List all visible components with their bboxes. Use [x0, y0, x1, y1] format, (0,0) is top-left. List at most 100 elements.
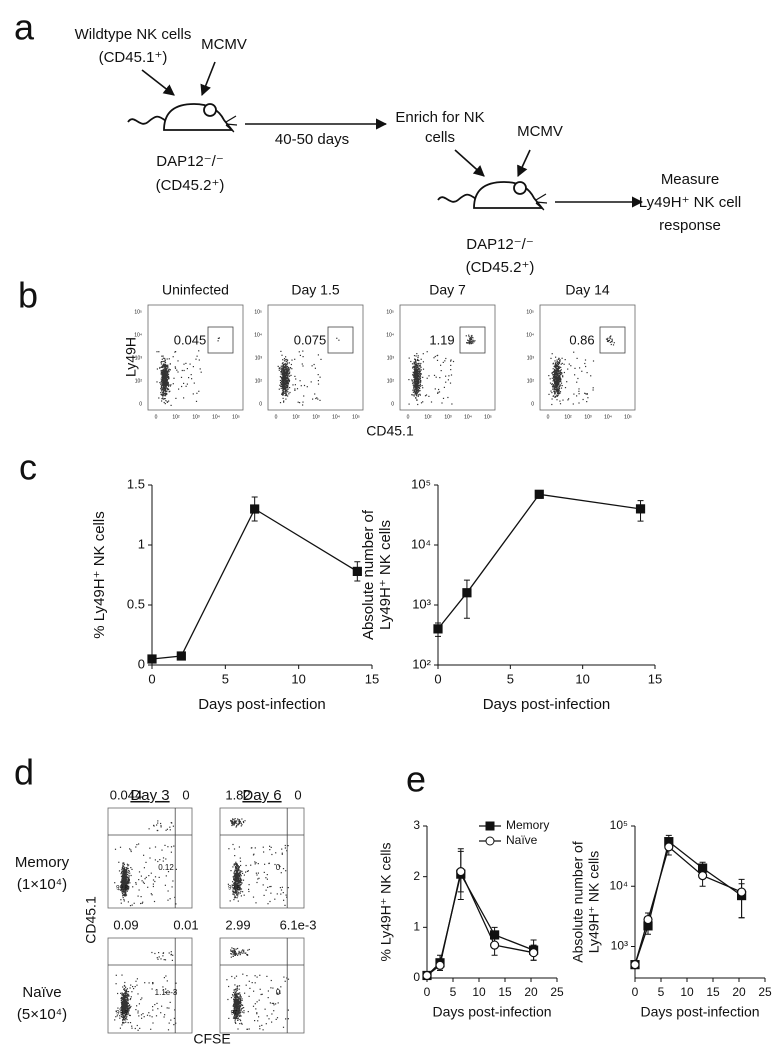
flow-plot: [148, 305, 243, 410]
event-dot: [125, 1005, 126, 1006]
event-dot: [166, 391, 167, 392]
event-dot: [238, 819, 239, 820]
event-dot: [126, 1019, 127, 1020]
event-dot: [124, 864, 125, 865]
event-dot: [116, 983, 117, 984]
event-dot: [134, 903, 135, 904]
quadrant-value: 1.82: [225, 787, 250, 802]
event-dot: [138, 1011, 139, 1012]
event-dot: [141, 1018, 142, 1019]
event-dot: [285, 356, 286, 357]
y-tick-label: 10³: [255, 355, 263, 361]
event-dot: [612, 340, 613, 341]
event-dot: [284, 373, 285, 374]
event-dot: [183, 397, 184, 398]
event-dot: [558, 378, 559, 379]
event-dot: [167, 379, 168, 380]
event-dot: [166, 377, 167, 378]
event-dot: [123, 872, 124, 873]
event-dot: [135, 981, 136, 982]
event-dot: [275, 852, 276, 853]
event-dot: [338, 340, 339, 341]
event-dot: [240, 953, 241, 954]
event-dot: [416, 366, 417, 367]
event-dot: [285, 384, 286, 385]
event-dot: [232, 894, 233, 895]
event-dot: [287, 395, 288, 396]
event-dot: [263, 1029, 264, 1030]
event-dot: [119, 1018, 120, 1019]
event-dot: [255, 847, 256, 848]
event-dot: [561, 364, 562, 365]
event-dot: [266, 890, 267, 891]
y-tick-label: 10⁵: [526, 309, 534, 315]
event-dot: [160, 1012, 161, 1013]
event-dot: [573, 403, 574, 404]
event-dot: [129, 876, 130, 877]
event-dot: [299, 351, 300, 352]
event-dot: [164, 398, 165, 399]
event-dot: [438, 389, 439, 390]
event-dot: [121, 871, 122, 872]
event-dot: [181, 377, 182, 378]
event-dot: [561, 383, 562, 384]
event-dot: [415, 360, 416, 361]
event-dot: [231, 953, 232, 954]
event-dot: [123, 899, 124, 900]
event-dot: [560, 380, 561, 381]
event-dot: [280, 894, 281, 895]
x-tick-label: 5: [658, 985, 665, 999]
event-dot: [416, 367, 417, 368]
event-dot: [123, 999, 124, 1000]
event-dot: [159, 956, 160, 957]
event-dot: [554, 381, 555, 382]
event-dot: [240, 874, 241, 875]
event-dot: [142, 902, 143, 903]
event-dot: [281, 382, 282, 383]
series-line: [635, 842, 742, 965]
y-tick-label: 10⁴: [609, 878, 628, 892]
event-dot: [120, 993, 121, 994]
gate: [208, 327, 233, 353]
event-dot: [559, 372, 560, 373]
event-dot: [415, 385, 416, 386]
event-dot: [122, 999, 123, 1000]
event-dot: [248, 870, 249, 871]
event-dot: [239, 883, 240, 884]
event-dot: [232, 950, 233, 951]
event-dot: [142, 880, 143, 881]
event-dot: [573, 394, 574, 395]
event-dot: [437, 360, 438, 361]
event-dot: [283, 398, 284, 399]
event-dot: [164, 393, 165, 394]
event-dot: [284, 375, 285, 376]
event-dot: [140, 999, 141, 1000]
event-dot: [130, 849, 131, 850]
event-dot: [235, 863, 236, 864]
event-dot: [240, 872, 241, 873]
event-dot: [199, 359, 200, 360]
event-dot: [284, 377, 285, 378]
event-dot: [587, 393, 588, 394]
event-dot: [128, 888, 129, 889]
event-dot: [444, 387, 445, 388]
event-dot: [289, 387, 290, 388]
event-dot: [235, 994, 236, 995]
event-dot: [409, 404, 410, 405]
event-dot: [243, 952, 244, 953]
x-axis-label: Days post-infection: [432, 1004, 551, 1020]
x-tick-label: 10²: [424, 414, 432, 420]
event-dot: [586, 401, 587, 402]
event-dot: [170, 1020, 171, 1021]
event-dot: [122, 986, 123, 987]
event-dot: [164, 845, 165, 846]
event-dot: [415, 382, 416, 383]
event-dot: [557, 359, 558, 360]
event-dot: [319, 400, 320, 401]
x-tick-label: 15: [706, 985, 720, 999]
event-dot: [120, 1007, 121, 1008]
event-dot: [244, 875, 245, 876]
event-dot: [241, 823, 242, 824]
event-dot: [585, 366, 586, 367]
event-dot: [302, 365, 303, 366]
